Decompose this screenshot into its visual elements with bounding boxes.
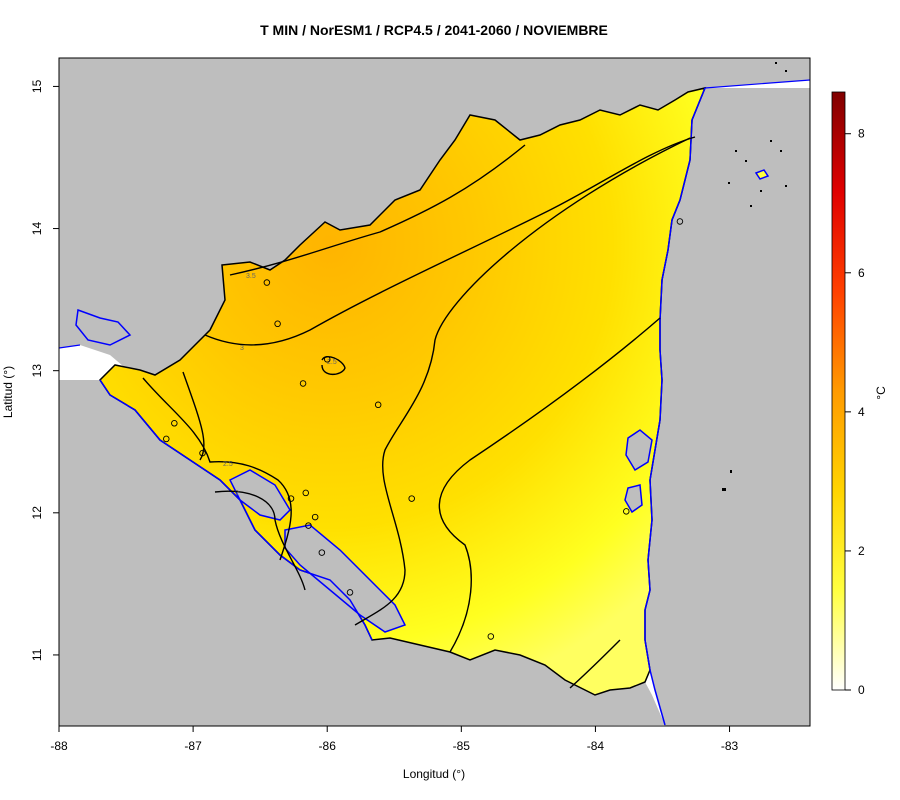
caribbean-landmass xyxy=(645,88,810,726)
colorbar-tick-label: 8 xyxy=(858,127,865,141)
station-marker xyxy=(199,449,206,457)
station-marker xyxy=(311,513,319,521)
y-tick-label: 15 xyxy=(30,79,44,93)
corn-island xyxy=(754,169,770,180)
station-marker xyxy=(408,495,415,502)
map-panel: 3.5 3 2.5 2.5 2 xyxy=(59,58,810,726)
contour-label-3-5: 3.5 xyxy=(246,273,256,280)
x-axis: -88 -87 -86 -85 -84 -83 xyxy=(50,726,739,753)
x-tick-label: -87 xyxy=(184,739,202,753)
bluefields-bay xyxy=(624,484,643,514)
station-marker xyxy=(171,420,178,427)
pacific-coast xyxy=(99,379,373,641)
station-marker xyxy=(318,549,326,556)
station-marker xyxy=(274,320,281,328)
station-marker xyxy=(305,522,312,529)
station-marker xyxy=(676,218,684,225)
y-tick-label: 11 xyxy=(30,648,44,661)
colorbar: 0 2 4 6 8 °C xyxy=(831,91,888,697)
colorbar-ramp xyxy=(831,91,846,691)
station-marker xyxy=(163,435,170,443)
lake-nicaragua xyxy=(284,524,407,633)
contour-label-2-5-b: 2.5 xyxy=(223,461,233,468)
colorbar-tick-label: 2 xyxy=(858,544,865,558)
station-markers xyxy=(163,218,684,640)
chart-title: T MIN / NorESM1 / RCP4.5 / 2041-2060 / N… xyxy=(260,22,608,38)
station-marker xyxy=(302,489,310,497)
station-marker xyxy=(346,589,354,596)
colorbar-tick-label: 0 xyxy=(858,683,865,697)
colorbar-tick-label: 6 xyxy=(858,266,865,280)
contour-2-5-east xyxy=(182,137,691,626)
y-axis: 11 12 13 14 15 xyxy=(30,79,59,661)
contour-label-2-5-a: 2.5 xyxy=(327,359,337,366)
contour-2 xyxy=(214,317,661,689)
y-tick-label: 14 xyxy=(30,222,44,236)
perlas-lagoon xyxy=(625,429,653,472)
caribbean-coast xyxy=(644,87,706,726)
x-tick-label: -83 xyxy=(721,739,739,753)
x-tick-label: -88 xyxy=(50,739,68,753)
lake-managua xyxy=(228,469,291,521)
costa-rica-landmass xyxy=(59,380,665,726)
colorbar-tick-label: 4 xyxy=(858,405,865,419)
station-marker xyxy=(287,495,295,502)
x-tick-label: -85 xyxy=(453,739,471,753)
station-marker xyxy=(623,508,630,515)
contour-label-group: 3.5 3 2.5 2.5 2 xyxy=(223,273,337,497)
station-marker xyxy=(299,380,307,387)
gulf-of-fonseca xyxy=(75,308,132,346)
station-marker xyxy=(487,633,495,640)
contour-label-2: 2 xyxy=(235,490,239,497)
contour-label-3: 3 xyxy=(240,345,244,352)
colorbar-label: °C xyxy=(874,386,888,400)
station-marker xyxy=(263,279,271,286)
station-marker xyxy=(323,356,331,363)
contour-3 xyxy=(204,136,696,346)
colorbar-ticks: 0 2 4 6 8 xyxy=(845,127,865,697)
y-axis-label: Latitud (°) xyxy=(1,366,15,418)
y-tick-label: 12 xyxy=(30,506,44,520)
contour-3-5 xyxy=(229,144,526,276)
x-tick-label: -84 xyxy=(587,739,605,753)
plot-frame xyxy=(58,57,811,727)
honduras-coast xyxy=(59,79,810,349)
y-tick-label: 13 xyxy=(30,364,44,378)
honduras-landmass xyxy=(59,58,810,375)
x-tick-label: -86 xyxy=(319,739,337,753)
x-axis-label: Longitud (°) xyxy=(403,767,465,781)
island-specks xyxy=(722,62,787,491)
station-marker xyxy=(374,401,382,409)
